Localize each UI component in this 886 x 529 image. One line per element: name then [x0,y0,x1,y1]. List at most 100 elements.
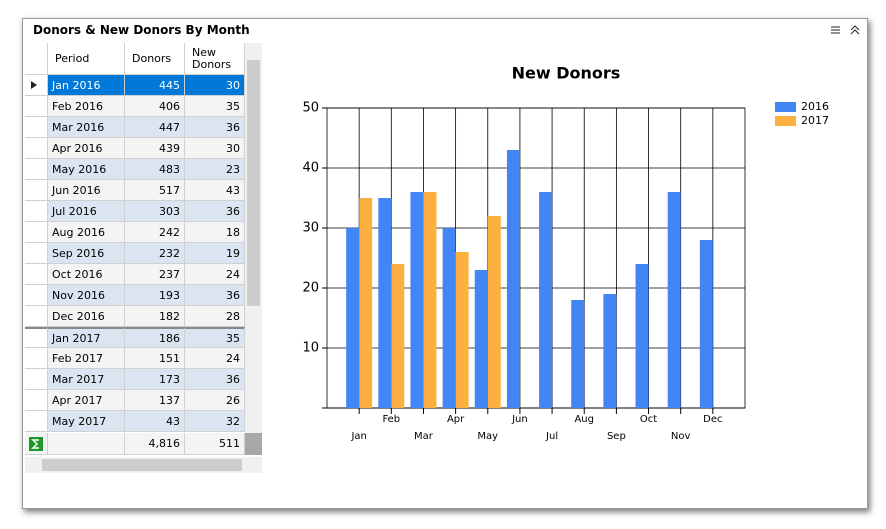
cell[interactable]: 28 [185,306,245,327]
row-pointer [31,81,37,89]
cell[interactable]: 23 [185,159,245,180]
row-indicator[interactable] [25,159,48,180]
legend-swatch [775,116,796,126]
cell[interactable]: Jul 2016 [48,201,125,222]
cell[interactable]: 242 [125,222,185,243]
x-tick-label: Apr [447,414,465,425]
row-indicator[interactable] [25,222,48,243]
cell[interactable]: 303 [125,201,185,222]
legend-label: 2017 [801,114,829,127]
x-tick-label: Jul [545,431,558,442]
cell[interactable]: 483 [125,159,185,180]
row-indicator[interactable] [25,96,48,117]
bar [539,192,553,408]
bar [378,198,392,408]
cell[interactable]: Jun 2016 [48,180,125,201]
cell[interactable]: 43 [185,180,245,201]
cell[interactable]: Dec 2016 [48,306,125,327]
panel-title: Donors & New Donors By Month [33,23,250,37]
cell[interactable]: Nov 2016 [48,285,125,306]
cell[interactable]: 26 [185,390,245,411]
scroll-thumb[interactable] [247,60,260,306]
row-indicator[interactable] [25,243,48,264]
cell[interactable]: 18 [185,222,245,243]
bar [391,264,405,408]
x-tick-label: Sep [607,431,626,442]
cell[interactable]: 36 [185,117,245,138]
cell[interactable]: May 2016 [48,159,125,180]
column-header: New Donors [185,43,245,75]
bar [635,264,649,408]
cell[interactable]: May 2017 [48,411,125,432]
row-indicator[interactable] [25,117,48,138]
cell[interactable]: 36 [185,201,245,222]
totals-cell [48,433,125,455]
cell[interactable]: 19 [185,243,245,264]
cell[interactable]: Oct 2016 [48,264,125,285]
cell[interactable]: 232 [125,243,185,264]
cell[interactable]: 36 [185,285,245,306]
cell[interactable]: 35 [185,96,245,117]
y-tick-label: 50 [302,101,319,116]
cell[interactable]: 43 [125,411,185,432]
cell[interactable]: 36 [185,369,245,390]
cell[interactable]: 193 [125,285,185,306]
bar [410,192,424,408]
x-tick-label: Jun [511,414,528,425]
bar [455,252,469,408]
cell[interactable]: Feb 2017 [48,348,125,369]
row-indicator[interactable] [25,306,48,327]
row-indicator[interactable] [25,201,48,222]
cell[interactable]: Aug 2016 [48,222,125,243]
cell[interactable]: 32 [185,411,245,432]
row-indicator[interactable] [25,411,48,432]
cell[interactable]: 137 [125,390,185,411]
cell[interactable]: Mar 2017 [48,369,125,390]
cell[interactable]: 445 [125,75,185,96]
cell[interactable]: Sep 2016 [48,243,125,264]
row-indicator[interactable] [25,285,48,306]
cell[interactable]: Jan 2017 [48,327,125,348]
chart-title: New Donors [512,64,621,83]
cell[interactable]: Jan 2016 [48,75,125,96]
cell[interactable]: 151 [125,348,185,369]
cell[interactable]: Feb 2016 [48,96,125,117]
x-tick-label: Oct [640,414,657,425]
row-indicator[interactable] [25,180,48,201]
row-indicator[interactable] [25,264,48,285]
cell[interactable]: 439 [125,138,185,159]
cell[interactable]: Apr 2017 [48,390,125,411]
legend-swatch [775,102,796,112]
cell[interactable]: 30 [185,138,245,159]
cell[interactable]: Mar 2016 [48,117,125,138]
row-indicator[interactable] [25,75,48,96]
row-indicator[interactable] [25,138,48,159]
legend-label: 2016 [801,100,829,113]
cell[interactable]: 24 [185,264,245,285]
row-indicator[interactable] [25,369,48,390]
cell[interactable]: 517 [125,180,185,201]
x-tick-label: Mar [414,431,434,442]
cell[interactable]: 406 [125,96,185,117]
cell[interactable]: 30 [185,75,245,96]
cell[interactable]: 35 [185,327,245,348]
cell[interactable]: 447 [125,117,185,138]
collapse-icon[interactable] [850,25,860,35]
cell[interactable]: Apr 2016 [48,138,125,159]
scroll-thumb[interactable] [42,459,242,471]
cell[interactable]: 173 [125,369,185,390]
y-tick-label: 10 [302,341,319,356]
row-indicator[interactable] [25,390,48,411]
cell[interactable]: 24 [185,348,245,369]
cell[interactable]: 182 [125,306,185,327]
x-tick-label: Feb [382,414,400,425]
cell[interactable]: 186 [125,327,185,348]
x-tick-label: Jan [350,431,366,442]
cell[interactable]: 237 [125,264,185,285]
row-indicator[interactable] [25,348,48,369]
x-tick-label: Aug [574,414,594,425]
row-indicator[interactable] [25,327,48,348]
menu-icon[interactable] [831,26,840,34]
